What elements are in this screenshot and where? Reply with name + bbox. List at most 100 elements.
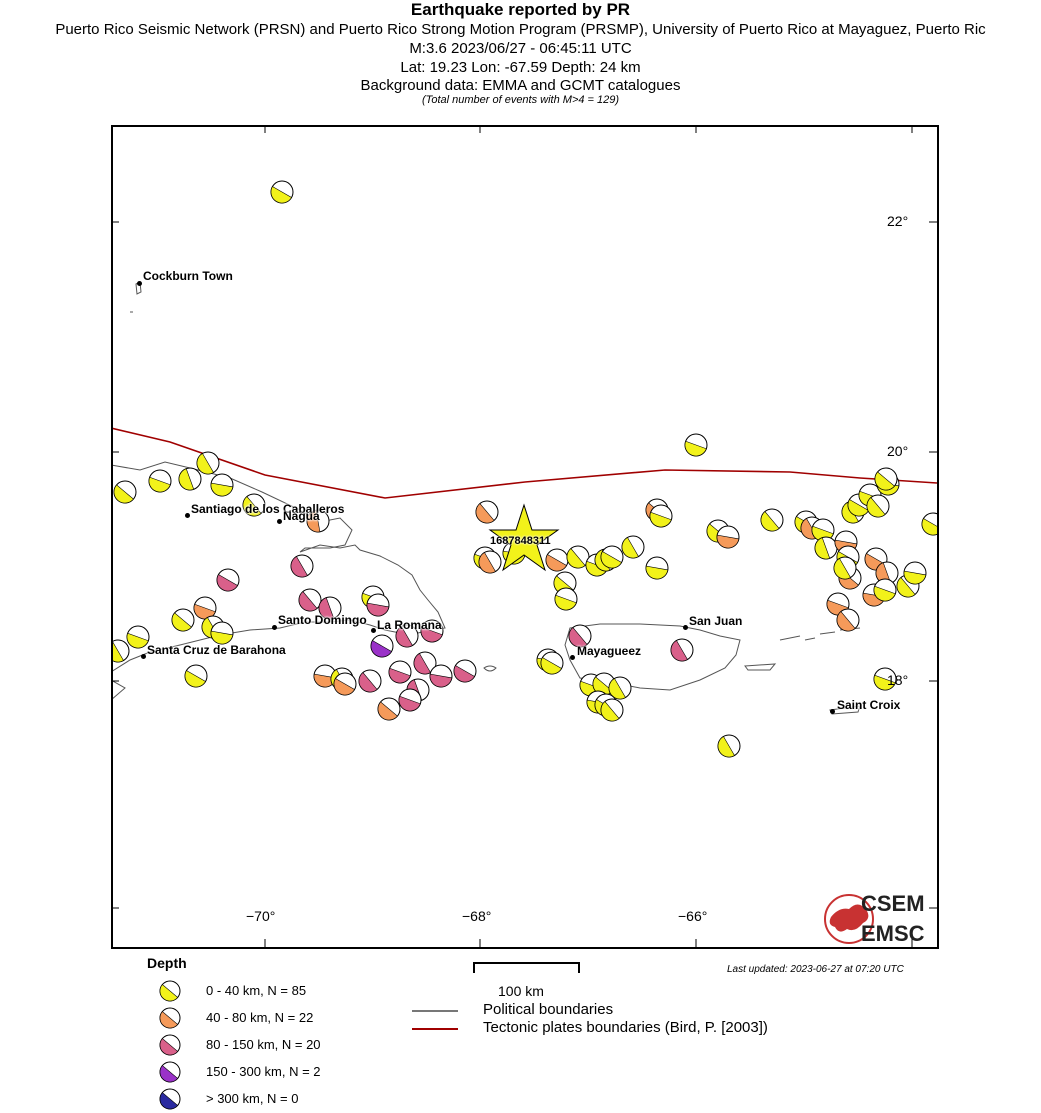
city-dot [272,625,277,630]
city-saint-croix[interactable]: Saint Croix [837,698,901,712]
focal-mechanism-beachball [649,504,673,528]
haiti-south-coast [111,679,126,701]
focal-mechanism-beachball [873,667,897,691]
focal-mechanism-beachball [836,608,860,632]
scale-label: 100 km [498,983,544,999]
city-mayagueez[interactable]: Mayagueez [577,644,642,658]
logo-csem: CSEM [861,891,925,916]
focal-mechanism-beachball [600,545,624,569]
city-dot [830,709,835,714]
focal-mechanism-beachball [684,433,708,457]
focal-mechanism-beachball [413,651,437,675]
focal-mechanism-beachball [113,480,137,504]
focal-mechanism-beachball [429,664,453,688]
focal-mechanism-beachball [216,568,240,592]
background-line: Background data: EMMA and GCMT catalogue… [360,77,681,94]
focal-mechanism-beachball [554,587,578,611]
city-nagua[interactable]: Nagua [283,509,320,523]
focal-mechanism-beachball [903,561,927,585]
city-san-juan[interactable]: San Juan [689,614,743,628]
hispaniola-coast [111,461,446,673]
legend-beachball [159,1088,181,1110]
focal-mechanism-beachball [178,467,202,491]
focal-mechanism-beachball [874,467,898,491]
focal-mechanism-beachball [608,676,632,700]
legend-depth-title: Depth [147,955,187,971]
city-santo-domingo[interactable]: Santo Domingo [278,613,367,627]
focal-mechanism-beachball [270,180,294,204]
map-canvas [111,125,937,947]
total-events-line: (Total number of events with M>4 = 129) [421,94,620,106]
focal-mechanism-beachball [333,672,357,696]
focal-mechanism-beachball [290,554,314,578]
city-dot [371,628,376,633]
focal-mechanism-beachball [171,608,195,632]
city-barahona[interactable]: Santa Cruz de Barahona [147,643,286,657]
vieques-island [744,663,777,671]
focal-mechanism-beachball [318,596,342,620]
focal-mechanism-beachball [210,473,234,497]
map-title: Earthquake reported by PR [410,0,631,19]
legend-depth-label: 0 - 40 km, N = 85 [206,983,307,998]
legend-depth-label: 40 - 80 km, N = 22 [206,1010,314,1025]
beachball-icon [159,1061,181,1083]
focal-mechanism-beachball [921,512,937,536]
focal-mechanism-beachball [475,500,499,524]
last-updated: Last updated: 2023-06-27 at 07:20 UTC [727,964,904,975]
focal-mechanism-beachball [377,697,401,721]
lon-tick-70: −70° [246,908,276,924]
logo-emsc: EMSC [861,921,925,946]
focal-mechanism-beachball [540,651,564,675]
legend-depth-label: 80 - 150 km, N = 20 [206,1037,321,1052]
focal-mechanism-beachball [111,639,130,663]
legend-depth-label: 150 - 300 km, N = 2 [206,1064,321,1079]
lon-tick-66: −66° [678,908,708,924]
lat-tick-22: 22° [887,213,909,229]
city-santiago[interactable]: Santiago de los Caballeros [191,502,345,516]
legend-beachball [159,1007,181,1029]
city-dot [683,625,688,630]
legend-depth-label: > 300 km, N = 0 [206,1091,299,1106]
beachball-icon [159,1088,181,1110]
focal-mechanism-beachball [478,550,502,574]
focal-mechanisms [111,180,937,758]
focal-mechanism-beachball [193,596,217,620]
focal-mechanism-beachball [398,688,422,712]
event-id-label: 1687848311 [490,535,551,547]
legend-beachball [159,1061,181,1083]
puerto-rico-coast [564,623,741,691]
focal-mechanism-beachball [388,660,412,684]
focal-mechanism-beachball [566,545,590,569]
beachball-icon [159,1034,181,1056]
lon-tick-68: −68° [462,908,492,924]
focal-mechanism-beachball [358,669,382,693]
logo-globe-icon [824,894,874,944]
focal-mechanism-beachball [600,698,624,722]
focal-mechanism-beachball [645,556,669,580]
focal-mechanism-beachball [148,469,172,493]
city-la-romana[interactable]: La Romana [377,618,442,632]
focal-mechanism-beachball [210,621,234,645]
city-cockburn-town[interactable]: Cockburn Town [143,269,233,283]
tectonic-boundaries-label: Tectonic plates boundaries (Bird, P. [20… [483,1019,768,1036]
virgin-islands [779,627,861,641]
mona-island [483,665,497,672]
focal-mechanism-beachball [716,525,740,549]
emsc-logo: CSEM EMSC [823,889,936,946]
event-star-icon[interactable] [488,503,560,572]
focal-mechanism-beachball [370,634,394,658]
magnitude-time-line: M:3.6 2023/06/27 - 06:45:11 UTC [409,40,632,57]
political-line-swatch [412,1010,458,1012]
focal-mechanism-beachball [568,624,592,648]
network-line: Puerto Rico Seismic Network (PRSN) and P… [55,21,986,38]
focal-mechanism-beachball [196,451,220,475]
focal-mechanism-beachball [184,664,208,688]
map-area[interactable] [111,125,937,947]
city-dot [141,654,146,659]
focal-mechanism-beachball [873,578,897,602]
focal-mechanism-beachball [298,588,322,612]
tectonic-line-swatch [412,1028,458,1030]
focal-mechanism-beachball [545,548,569,572]
tectonic-boundary [111,427,937,499]
focal-mechanism-beachball [420,619,444,643]
